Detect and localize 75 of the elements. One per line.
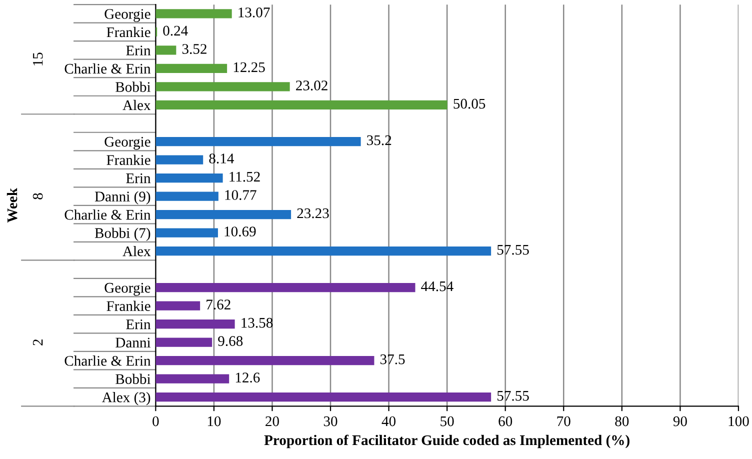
y-tick-label: Georgie [104, 9, 150, 22]
data-label: 37.5 [380, 354, 405, 364]
data-label: 3.52 [182, 44, 206, 54]
x-tick-label: 30 [324, 416, 338, 426]
data-label: 23.02 [296, 80, 328, 90]
bar [156, 338, 212, 347]
y-tick-label: Bobbi [116, 82, 151, 92]
y-tick-label: Erin [126, 173, 151, 184]
y-tick-label: Danni (9) [94, 191, 150, 204]
data-label: 50.05 [454, 98, 486, 109]
text: 8 [32, 193, 43, 200]
y-tick-label: Danni [116, 338, 151, 348]
data-label: 0.24 [163, 26, 188, 36]
data-label: 57.55 [497, 245, 529, 255]
data-label: 11.52 [230, 172, 260, 182]
bar [156, 228, 218, 238]
data-label: 35.2 [367, 135, 392, 146]
x-tick-label: 70 [557, 416, 570, 426]
x-tick-label: 40 [382, 416, 396, 426]
x-tick-label: 50 [440, 416, 454, 426]
y-tick-label: Alex (3) [102, 392, 150, 406]
x-tick-label: 90 [673, 416, 687, 426]
data-label: 13.07 [238, 8, 270, 18]
data-label: 9.68 [218, 336, 243, 346]
bar [156, 282, 416, 292]
bar [156, 136, 361, 146]
x-axis-title: Proportion of Facilitator Guide coded as Implemented (%) [264, 434, 630, 448]
bar [156, 210, 292, 220]
data-label: 57.55 [497, 391, 529, 401]
bar [156, 173, 223, 183]
x-tick-label: 60 [498, 416, 512, 426]
y-tick-label: Frankie [106, 154, 150, 165]
y-tick-label: Bobbi [116, 374, 151, 384]
data-label: 13.58 [242, 318, 273, 328]
y-tick-label: Alex [122, 246, 151, 256]
y-tick-label: Charlie & Erin [64, 356, 151, 366]
x-tick-label: 0 [152, 416, 159, 426]
bar [156, 392, 492, 402]
data-label: 10.69 [224, 226, 256, 236]
bar [156, 192, 218, 201]
x-tick-label: 100 [728, 416, 749, 426]
data-label: 12.6 [236, 372, 260, 383]
y-tick-label: Bobbi (7) [94, 228, 150, 241]
data-label: 8.14 [209, 154, 234, 164]
y-axis-title: Week [6, 188, 18, 223]
y-tick-label: Georgie [104, 136, 150, 150]
y-tick-label: Erin [126, 46, 151, 56]
data-label: 12.25 [234, 62, 265, 72]
y-tick-label: Georgie [104, 282, 150, 296]
data-label: 23.23 [297, 208, 329, 218]
y-tick-label: Frankie [106, 300, 150, 312]
data-label: 10.77 [225, 190, 256, 200]
x-tick-label: 20 [266, 416, 279, 426]
bar [156, 246, 492, 256]
y-tick-label: Erin [126, 319, 151, 330]
bar [156, 301, 200, 310]
x-tick-label: 80 [615, 416, 629, 426]
bar [156, 100, 448, 110]
bar [156, 46, 176, 55]
bar [156, 356, 374, 366]
bar [156, 320, 235, 329]
bar [156, 155, 204, 164]
bar [156, 82, 290, 92]
y-tick-label: Alex [122, 100, 151, 110]
bar [156, 9, 232, 18]
bar [156, 374, 230, 384]
data-label: 7.62 [206, 300, 230, 310]
y-tick-label: Frankie [106, 26, 150, 38]
x-tick-label: 10 [208, 416, 221, 426]
y-tick-label: Charlie & Erin [64, 63, 151, 74]
bar [156, 64, 228, 74]
data-label: 44.54 [421, 281, 454, 292]
text: 2 [32, 339, 43, 346]
y-tick-label: Charlie & Erin [64, 209, 151, 220]
text: 15 [32, 52, 43, 66]
